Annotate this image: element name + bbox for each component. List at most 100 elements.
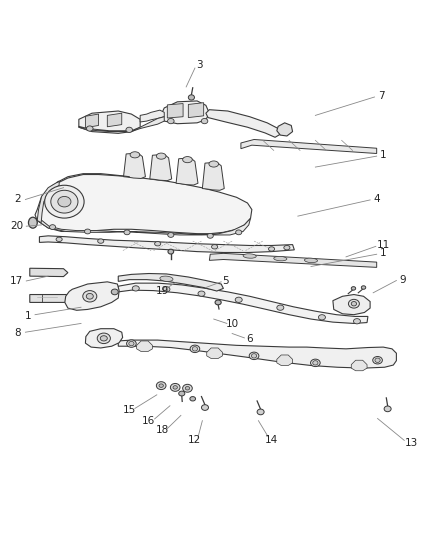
Ellipse shape [212,245,218,249]
Text: 15: 15 [123,405,136,415]
Polygon shape [161,101,209,124]
Text: 5: 5 [222,276,229,286]
Ellipse shape [132,286,139,291]
Ellipse shape [304,258,318,263]
Ellipse shape [156,153,166,159]
Polygon shape [118,340,396,368]
Polygon shape [118,273,223,291]
Ellipse shape [190,397,195,401]
Ellipse shape [85,229,91,234]
Ellipse shape [361,286,366,289]
Text: 7: 7 [378,91,385,101]
Polygon shape [167,103,183,118]
Ellipse shape [353,319,360,324]
Ellipse shape [167,118,174,124]
Polygon shape [37,181,59,223]
Text: 8: 8 [14,328,21,338]
Polygon shape [124,153,145,179]
Text: 18: 18 [155,425,169,435]
Ellipse shape [179,391,185,396]
Polygon shape [333,295,370,314]
Ellipse shape [129,342,134,346]
Ellipse shape [28,217,37,228]
Ellipse shape [86,126,93,131]
Ellipse shape [45,185,84,218]
Ellipse shape [249,352,259,360]
Ellipse shape [127,340,136,348]
Ellipse shape [274,256,287,261]
Polygon shape [351,360,367,371]
Ellipse shape [51,190,78,213]
Ellipse shape [198,291,205,296]
Ellipse shape [86,294,93,299]
Ellipse shape [311,359,320,367]
Polygon shape [188,103,204,118]
Text: 9: 9 [399,274,406,285]
Polygon shape [277,123,293,136]
Ellipse shape [173,386,177,389]
Text: 10: 10 [226,319,239,329]
Ellipse shape [313,361,318,365]
Polygon shape [30,268,68,277]
Ellipse shape [268,247,275,251]
Ellipse shape [188,95,194,100]
Ellipse shape [160,276,173,281]
Text: 20: 20 [10,221,23,231]
Text: 19: 19 [155,286,169,296]
Ellipse shape [318,314,325,320]
Ellipse shape [257,409,264,415]
Polygon shape [79,117,164,132]
Polygon shape [202,162,224,190]
Text: 2: 2 [14,193,21,204]
Ellipse shape [373,357,382,364]
Polygon shape [277,355,293,366]
Polygon shape [30,295,92,302]
Text: 3: 3 [196,60,203,70]
Polygon shape [85,329,123,348]
Polygon shape [79,111,140,133]
Polygon shape [209,253,377,268]
Ellipse shape [49,225,56,230]
Ellipse shape [170,383,180,391]
Polygon shape [140,110,164,122]
Ellipse shape [236,230,242,235]
Text: 13: 13 [405,438,418,448]
Polygon shape [150,155,172,181]
Ellipse shape [235,297,242,302]
Ellipse shape [159,384,163,387]
Ellipse shape [168,249,173,254]
Text: 1: 1 [380,150,387,160]
Text: 16: 16 [142,416,155,426]
Ellipse shape [192,346,198,351]
Text: 17: 17 [10,276,23,286]
Polygon shape [137,341,152,351]
Ellipse shape [97,333,110,344]
Ellipse shape [124,230,130,235]
Ellipse shape [111,289,118,295]
Ellipse shape [98,239,104,243]
Polygon shape [37,219,251,235]
Polygon shape [85,114,99,128]
Ellipse shape [277,305,284,310]
Polygon shape [206,110,280,138]
Ellipse shape [168,232,174,237]
Ellipse shape [100,336,107,341]
Ellipse shape [58,197,71,207]
Polygon shape [35,174,252,233]
Polygon shape [176,158,198,185]
Ellipse shape [351,302,357,306]
Ellipse shape [201,118,208,124]
Ellipse shape [156,382,166,390]
Text: 11: 11 [377,240,390,251]
Polygon shape [207,348,223,359]
Ellipse shape [83,290,97,302]
Ellipse shape [284,246,290,250]
Text: 6: 6 [246,334,253,344]
Text: 12: 12 [188,434,201,445]
Ellipse shape [251,354,257,358]
Polygon shape [39,236,294,253]
Ellipse shape [126,127,132,133]
Polygon shape [241,140,377,154]
Ellipse shape [207,233,213,238]
Text: 4: 4 [373,193,380,204]
